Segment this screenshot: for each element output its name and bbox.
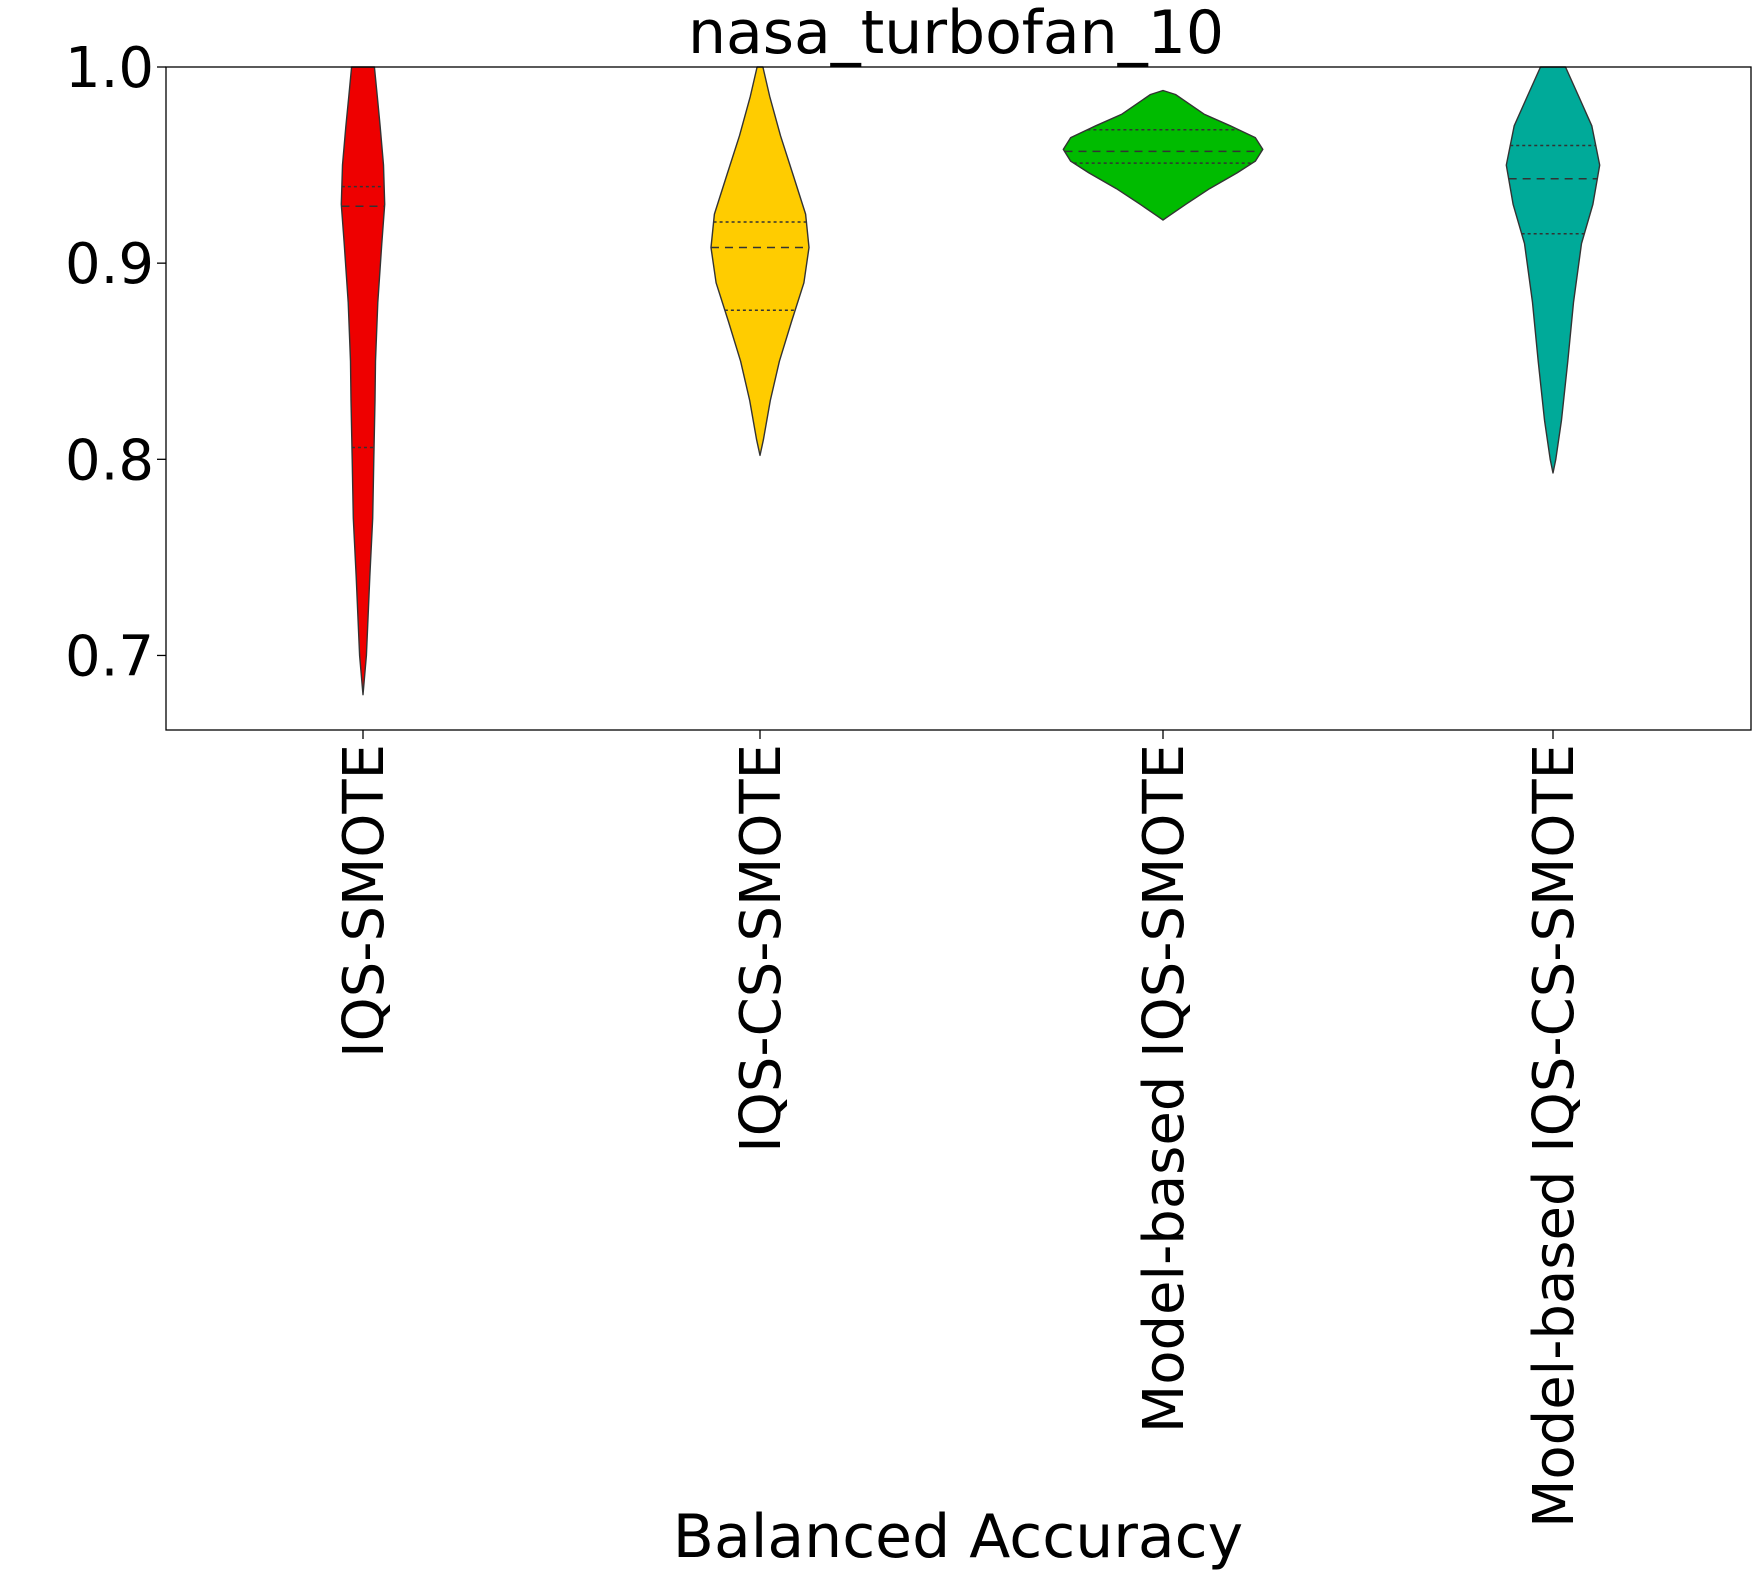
x-tick-label: IQS-SMOTE: [332, 744, 397, 1058]
x-tick-label: Model-based IQS-SMOTE: [1132, 744, 1197, 1433]
violin-body: [1062, 89, 1264, 221]
y-tick-label: 1.0: [65, 36, 154, 101]
x-tick-label: IQS-CS-SMOTE: [729, 744, 794, 1153]
y-tick-label: 0.9: [65, 232, 154, 297]
violin-body: [1505, 66, 1601, 474]
chart-title: nasa_turbofan_10: [688, 0, 1224, 68]
x-tick-label: Model-based IQS-CS-SMOTE: [1522, 744, 1587, 1528]
y-tick-label: 0.7: [65, 624, 154, 689]
violin-group: [340, 66, 1601, 696]
x-axis-label: Balanced Accuracy: [673, 1502, 1243, 1572]
y-axis: 0.7 0.8 0.9 1.0: [65, 36, 166, 689]
violin-body: [340, 66, 386, 696]
plot-frame: [165, 66, 1752, 731]
violin-body: [710, 66, 810, 457]
y-tick-label: 0.8: [65, 428, 154, 493]
x-axis: IQS-SMOTE IQS-CS-SMOTE Model-based IQS-SMO…: [332, 730, 1587, 1528]
